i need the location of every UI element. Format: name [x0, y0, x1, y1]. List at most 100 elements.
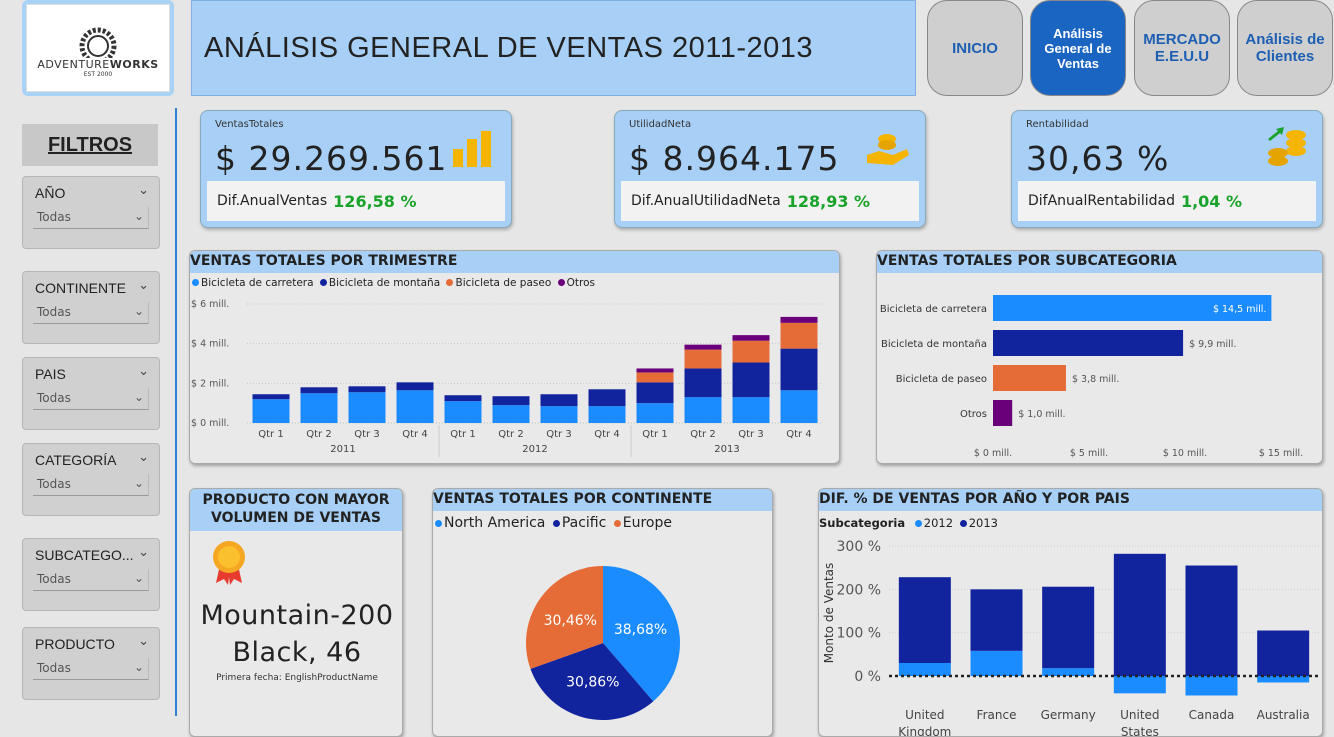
x-tick-label: Qtr 3 [738, 429, 763, 440]
x-tick-label: Qtr 2 [690, 429, 715, 440]
data-label: $ 3,8 mill. [1072, 374, 1119, 385]
pie-data-label: 38,68% [614, 622, 667, 638]
bar-segment [540, 406, 578, 423]
slicer-categoria[interactable]: CATEGORÍA ⌄ Todas ⌄ [22, 443, 160, 516]
x-tick-label: Canada [1189, 708, 1235, 722]
slicer-label: AÑO [35, 185, 66, 201]
y-axis-label: Monto de Ventas [822, 563, 836, 664]
bar-segment [1113, 676, 1166, 694]
x-tick-label: Qtr 4 [594, 429, 619, 440]
slicer-producto[interactable]: PRODUCTO ⌄ Todas ⌄ [22, 627, 160, 700]
nav-button-inicio[interactable]: INICIO [927, 0, 1023, 96]
slicer-dropdown[interactable]: Todas ⌄ [33, 388, 149, 410]
bar-segment [898, 663, 951, 676]
coin-stacks-icon [453, 131, 491, 167]
legend-swatch [613, 520, 621, 527]
bar-segment [300, 387, 338, 394]
chevron-down-icon[interactable]: ⌄ [138, 545, 149, 560]
logo-badge: EST 2000 [83, 71, 113, 78]
kpi-label: UtilidadNeta [629, 119, 692, 130]
x-group-label: 2012 [522, 444, 547, 455]
bar-segment [252, 399, 290, 423]
kpi-label: Rentabilidad [1026, 119, 1089, 130]
sidebar-divider [175, 108, 177, 716]
bar-segment [396, 390, 434, 423]
coins-growth-icon [1268, 127, 1306, 166]
country-chart-panel: DIF. % DE VENTAS POR AÑO Y POR PAIS Subc… [818, 488, 1323, 737]
subcat-chart-svg: Bicicleta de carretera $ 14,5 mill. Bicicl… [880, 295, 1303, 459]
x-tick-label: United [905, 708, 944, 722]
continent-chart-panel: VENTAS TOTALES POR CONTINENTE North Amer… [432, 488, 773, 737]
nav-button-mercado-eeuu[interactable]: MERCADO E.E.U.U [1134, 0, 1230, 96]
x-tick-label: France [977, 708, 1017, 722]
slicer-subcategoria[interactable]: SUBCATEGO... ⌄ Todas ⌄ [22, 538, 160, 611]
bar-segment [1257, 630, 1310, 676]
chevron-down-icon[interactable]: ⌄ [138, 278, 149, 293]
continent-pie-svg: 38,68% 30,86% 30,46% [526, 566, 680, 720]
y-tick-label: $ 4 mill. [191, 339, 229, 350]
data-label: $ 14,5 mill. [1213, 304, 1266, 315]
chevron-down-icon: ⌄ [133, 209, 144, 223]
kpi-sub: DifAnualRentabilidad 1,04 % [1018, 181, 1316, 221]
nav-button-analisis-clientes[interactable]: Análisis de Clientes [1237, 0, 1333, 96]
bar-segment [1185, 565, 1238, 676]
chevron-down-icon[interactable]: ⌄ [138, 634, 149, 649]
bar-segment [1042, 668, 1095, 676]
legend-swatch [914, 520, 922, 527]
chevron-down-icon[interactable]: ⌄ [138, 364, 149, 379]
slicer-dropdown[interactable]: Todas ⌄ [33, 569, 149, 591]
x-tick-label: $ 0 mill. [974, 448, 1012, 459]
pie-data-label: 30,86% [566, 675, 619, 691]
x-tick-label: Kingdom [898, 725, 951, 737]
pie-slice [530, 643, 654, 720]
medal-icon [213, 541, 245, 585]
bar-segment [684, 397, 722, 423]
bar-segment [970, 589, 1023, 651]
kpi-value: $ 29.269.561 [215, 139, 448, 178]
bar-segment [252, 394, 290, 400]
slicer-dropdown[interactable]: Todas ⌄ [33, 658, 149, 680]
slicer-continente[interactable]: CONTINENTE ⌄ Todas ⌄ [22, 271, 160, 344]
x-group-label: 2011 [330, 444, 355, 455]
slicer-dropdown[interactable]: Todas ⌄ [33, 474, 149, 496]
x-tick-label: United [1120, 708, 1159, 722]
panel-title: VENTAS TOTALES POR SUBCATEGORIA [877, 251, 1322, 273]
legend-swatch [446, 279, 454, 286]
chevron-down-icon[interactable]: ⌄ [138, 183, 149, 198]
y-tick-label: Bicicleta de carretera [880, 304, 987, 315]
slicer-dropdown[interactable]: Todas ⌄ [33, 302, 149, 324]
panel-title: VENTAS TOTALES POR TRIMESTRE [190, 251, 839, 273]
bar-segment [898, 577, 951, 663]
panel-title: VENTAS TOTALES POR CONTINENTE [433, 489, 772, 511]
x-tick-label: Qtr 3 [546, 429, 571, 440]
bar-segment [444, 401, 482, 423]
slicer-label: PRODUCTO [35, 636, 115, 652]
kpi-value: 30,63 % [1026, 139, 1170, 178]
x-tick-label: $ 5 mill. [1070, 448, 1108, 459]
y-tick-label: Bicicleta de montaña [881, 339, 987, 350]
bar-segment [1185, 676, 1238, 696]
y-tick-label: $ 2 mill. [191, 378, 229, 389]
filters-title: FILTROS [22, 124, 158, 166]
x-tick-label: Qtr 4 [786, 429, 811, 440]
bar-segment [348, 392, 386, 423]
logo: ADVENTUREWORKS EST 2000 [22, 0, 174, 96]
bar-segment [636, 403, 674, 423]
bar-segment [732, 397, 770, 423]
slicer-pais[interactable]: PAIS ⌄ Todas ⌄ [22, 357, 160, 430]
pie-slice [526, 566, 603, 669]
bar-segment [1042, 586, 1095, 669]
slicer-ano[interactable]: AÑO ⌄ Todas ⌄ [22, 176, 160, 249]
slicer-dropdown[interactable]: Todas ⌄ [33, 207, 149, 229]
legend-swatch [552, 520, 560, 527]
product-name: Mountain-200 Black, 46 [200, 600, 394, 668]
kpi-label: VentasTotales [215, 119, 284, 130]
bar-segment [492, 405, 530, 423]
y-tick-label: 300 % [837, 539, 881, 555]
chevron-down-icon: ⌄ [133, 476, 144, 490]
bar-segment [1257, 676, 1310, 683]
nav-button-analisis-general[interactable]: Análisis General de Ventas [1030, 0, 1126, 96]
chevron-down-icon[interactable]: ⌄ [138, 450, 149, 465]
bar-segment [780, 322, 818, 349]
pie-slice [603, 566, 680, 702]
